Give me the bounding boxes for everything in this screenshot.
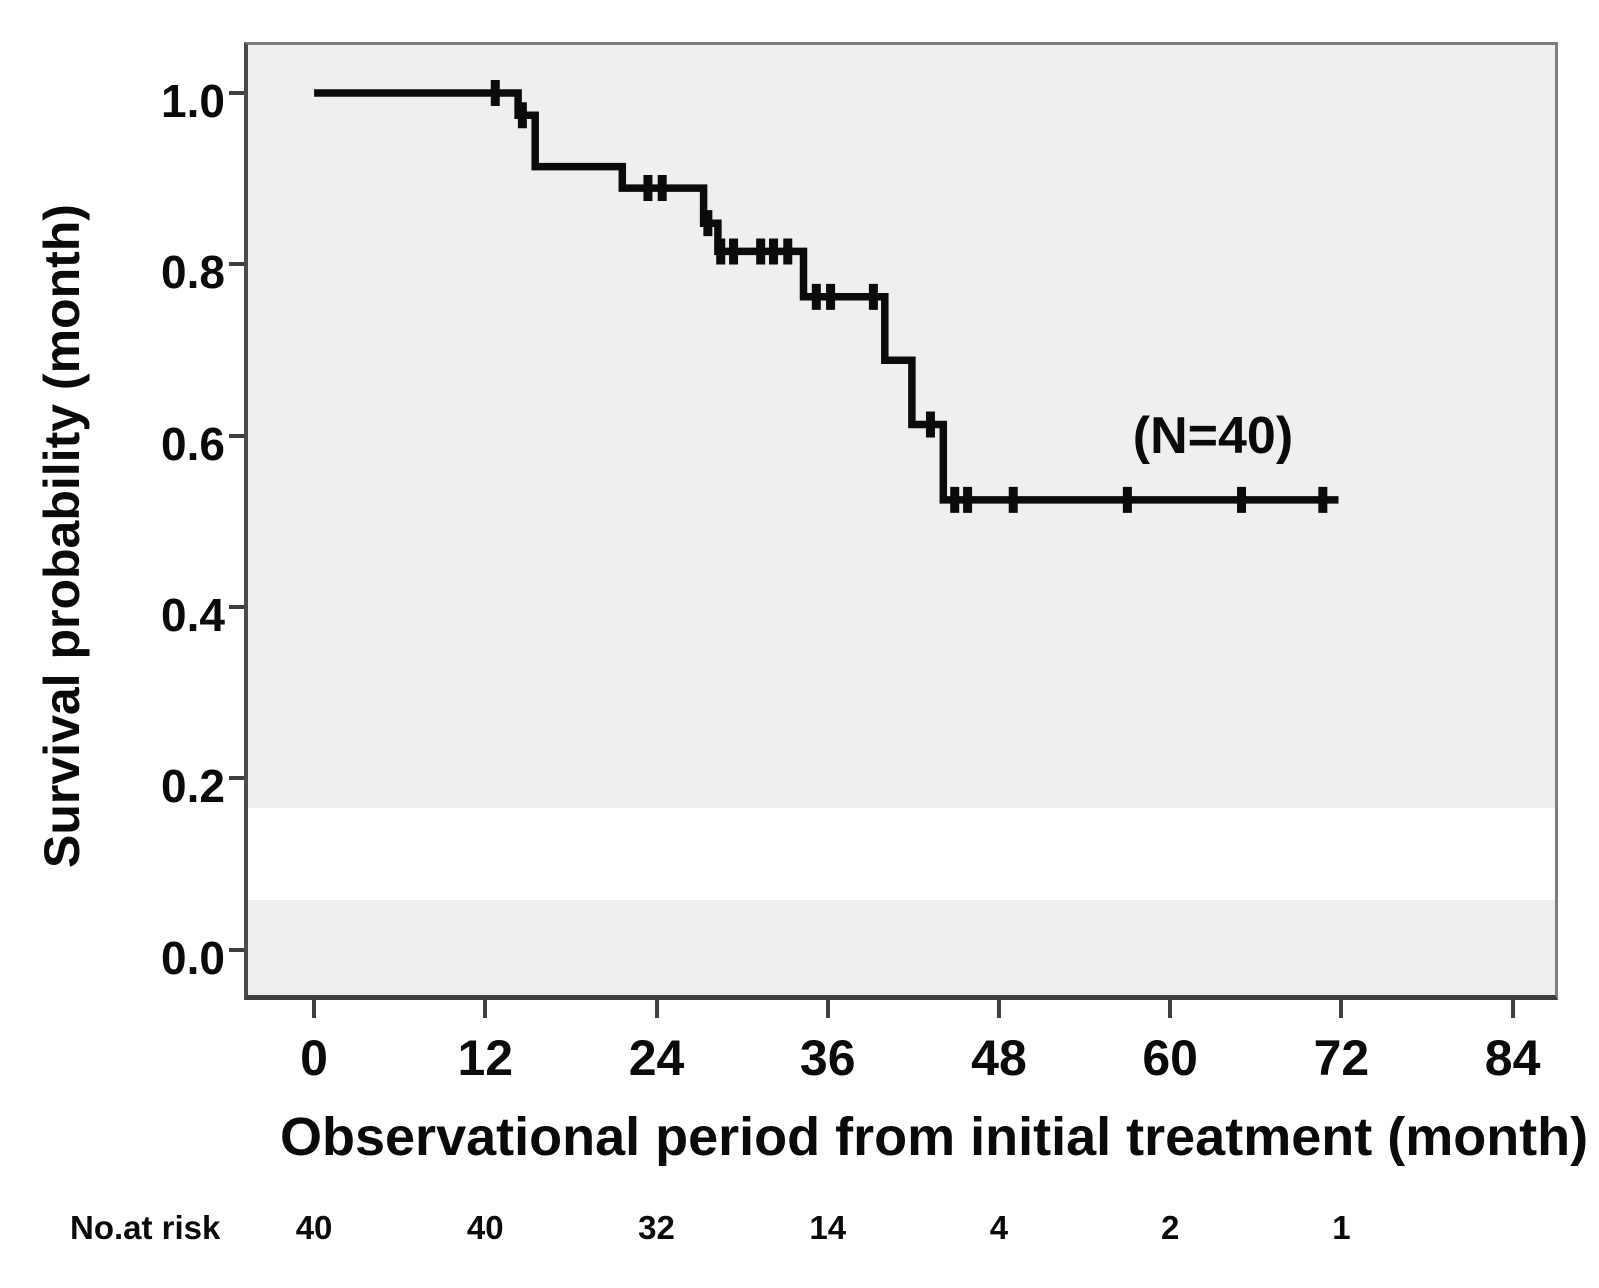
x-tick-mark	[996, 1000, 1001, 1018]
risk-count: 40	[466, 1209, 504, 1246]
y-tick-label: 0.2	[161, 760, 225, 813]
y-tick-mark	[229, 776, 244, 781]
x-tick-mark	[312, 1000, 317, 1018]
x-tick-label: 12	[457, 1030, 514, 1086]
x-tick-label: 72	[1313, 1030, 1370, 1086]
y-tick-mark	[229, 433, 244, 438]
y-tick-label: 0.0	[161, 931, 225, 984]
x-tick-mark	[654, 1000, 659, 1018]
y-tick-label: 1.0	[161, 74, 225, 127]
risk-count: 1	[1332, 1209, 1351, 1246]
x-tick-mark	[1339, 1000, 1344, 1018]
risk-count: 14	[809, 1209, 847, 1246]
y-tick-mark	[229, 604, 244, 609]
risk-count: 40	[295, 1209, 333, 1246]
x-tick-label: 36	[799, 1030, 856, 1086]
x-tick-mark	[825, 1000, 830, 1018]
y-axis-title: Survival probability (month)	[34, 204, 90, 868]
y-tick-label: 0.6	[161, 417, 225, 470]
x-tick-mark	[1168, 1000, 1173, 1018]
x-tick-label: 84	[1484, 1030, 1541, 1086]
x-axis-title: Observational period from initial treatm…	[280, 1107, 1589, 1167]
risk-count: 32	[638, 1209, 675, 1246]
sample-size-annotation: (N=40)	[1132, 406, 1294, 465]
risk-count: 2	[1160, 1209, 1180, 1246]
censor-marks	[490, 79, 1328, 513]
y-tick-label: 0.4	[161, 588, 225, 641]
y-tick-mark	[229, 90, 244, 95]
risk-count: 4	[989, 1209, 1009, 1246]
y-tick-mark	[229, 262, 244, 267]
x-tick-label: 60	[1142, 1030, 1198, 1086]
y-tick-mark	[229, 947, 244, 952]
x-tick-label: 48	[971, 1030, 1027, 1086]
plot-area: (N=40)	[244, 42, 1558, 1000]
x-tick-mark	[1510, 1000, 1515, 1018]
white-band	[248, 808, 1555, 900]
survival-curve-line	[314, 89, 1339, 504]
x-tick-label: 0	[300, 1030, 328, 1086]
x-tick-mark	[483, 1000, 488, 1018]
number-at-risk-label: No.at risk	[70, 1209, 221, 1246]
y-tick-label: 0.8	[161, 246, 225, 299]
x-tick-label: 24	[628, 1030, 685, 1086]
km-curve-svg	[314, 79, 1339, 513]
